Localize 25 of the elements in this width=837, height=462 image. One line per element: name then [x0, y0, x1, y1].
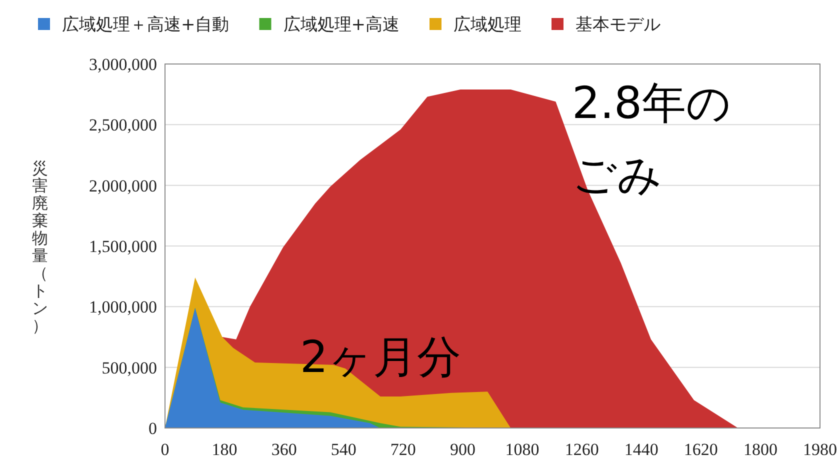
y-tick-label: 3,000,000	[89, 55, 157, 74]
x-tick-label: 1800	[743, 440, 778, 459]
y-tick-label: 1,500,000	[89, 237, 157, 256]
x-tick-label: 900	[450, 440, 476, 459]
x-tick-label: 720	[390, 440, 416, 459]
annotation: 2.8年の	[572, 78, 731, 129]
y-tick-label: 500,000	[102, 358, 157, 378]
legend-label: 基本モデル	[576, 15, 660, 35]
x-tick-label: 180	[212, 440, 238, 459]
y-tick-label: 1,000,000	[89, 298, 157, 317]
legend-label: 広域処理＋高速+自動	[62, 15, 230, 35]
x-tick-label: 360	[271, 440, 297, 459]
y-tick-label: 0	[148, 419, 157, 438]
x-tick-label: 0	[160, 440, 170, 459]
x-tick-label: 1620	[684, 440, 718, 459]
legend-label: 広域処理+高速	[283, 15, 400, 35]
x-tick-label: 540	[330, 440, 356, 459]
y-axis-title: 災害廃棄物量（トン）	[32, 158, 48, 335]
y-tick-label: 2,500,000	[89, 116, 157, 135]
legend-label: 広域処理	[454, 15, 522, 35]
x-tick-label: 1260	[564, 440, 599, 459]
x-tick-label: 1080	[505, 440, 540, 459]
x-tick-label: 1980	[803, 440, 837, 459]
x-tick-label: 1440	[624, 440, 658, 459]
y-tick-label: 2,000,000	[89, 176, 157, 196]
